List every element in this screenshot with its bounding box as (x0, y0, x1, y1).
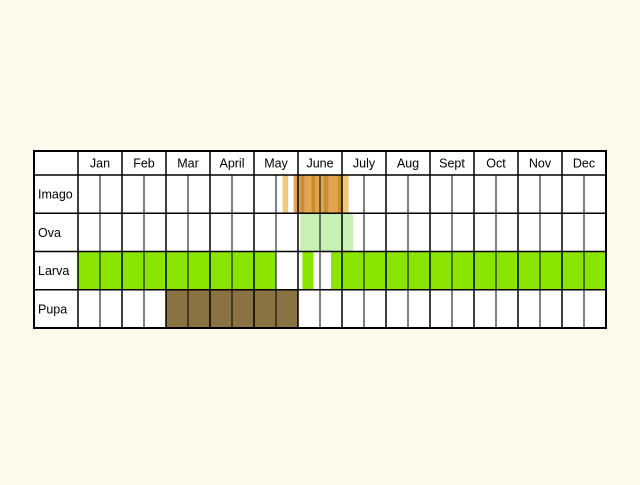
imago-band (337, 175, 342, 214)
imago-band (300, 175, 305, 214)
stage-label: Imago (38, 188, 73, 202)
month-label: Sept (439, 157, 465, 171)
month-label: June (306, 157, 333, 171)
month-label: Aug (397, 157, 419, 171)
imago-band (315, 175, 324, 214)
imago-band (304, 175, 312, 214)
imago-band (342, 175, 349, 214)
grid-border (33, 150, 607, 329)
month-label: Mar (177, 157, 199, 171)
stage-label: Ova (38, 226, 61, 240)
larva-band (302, 251, 314, 290)
month-label: Dec (573, 157, 595, 171)
imago-band (311, 175, 316, 214)
month-label: Oct (486, 157, 506, 171)
larva-band (78, 251, 276, 290)
larva-band (331, 251, 606, 290)
month-label: May (264, 157, 288, 171)
stage-label: Larva (38, 264, 69, 278)
imago-band (323, 175, 329, 214)
month-label: July (353, 157, 376, 171)
imago-band (328, 175, 338, 214)
imago-band (293, 175, 301, 214)
stage-label: Pupa (38, 302, 67, 316)
imago-band (282, 175, 289, 214)
month-label: Jan (90, 157, 110, 171)
month-label: Feb (133, 157, 155, 171)
month-label: April (219, 157, 244, 171)
month-label: Nov (529, 157, 552, 171)
ova-band (300, 213, 353, 252)
